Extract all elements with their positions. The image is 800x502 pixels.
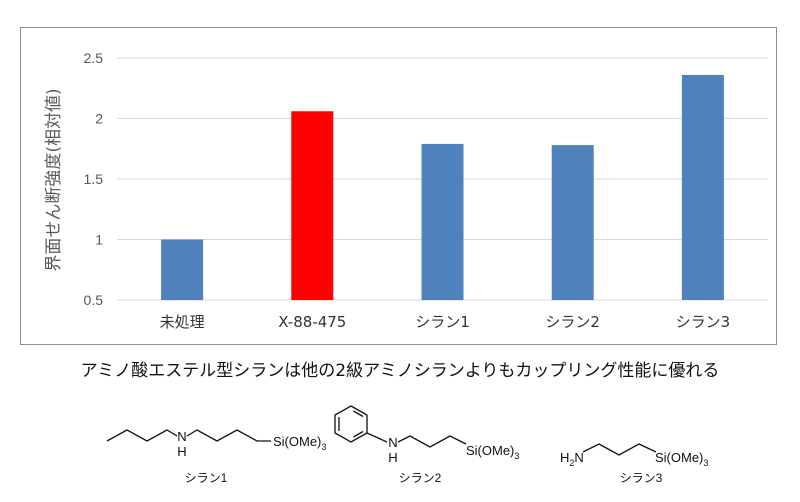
structure-silane2-amine: N (388, 435, 397, 450)
structure-silane3 (582, 443, 657, 456)
bar (291, 111, 334, 301)
structure-silane3-si: Si(OMe)3 (655, 450, 708, 468)
structure-silane1-si: Si(OMe)3 (273, 434, 326, 452)
structure-silane1-amine: N (177, 429, 186, 444)
structure-silane2-amine-h: H (388, 450, 397, 465)
structure-silane1-amine-h: H (177, 444, 186, 459)
bar (421, 143, 464, 300)
x-tick-label: シラン1 (415, 313, 470, 331)
bar-chart: 0.5 1 1.5 2 2.5 界面せん断強度(相対値) 未処理 X-88-475 シラン1 シラ… (44, 50, 768, 331)
structure-silane2 (334, 405, 467, 448)
x-tick-label: 未処理 (160, 313, 205, 331)
bar (681, 74, 724, 300)
y-tick-label: 0.5 (84, 292, 104, 308)
y-tick-label: 1.5 (84, 171, 104, 187)
structure-silane1 (106, 429, 271, 442)
y-axis-label: 界面せん断強度(相対値) (44, 88, 64, 271)
structure-silane1-label: シラン1 (185, 471, 228, 485)
structure-silane2-label: シラン2 (399, 471, 442, 485)
caption: アミノ酸エステル型シランは他の2級アミノシランよりもカップリング性能に優れる (80, 361, 720, 381)
structure-silane3-amine: H2N (560, 450, 584, 468)
bar (161, 239, 204, 300)
y-tick-label: 2 (95, 111, 103, 127)
y-tick-label: 2.5 (84, 50, 104, 66)
chart-frame (20, 27, 777, 345)
x-tick-label: シラン2 (545, 313, 600, 331)
bar (551, 145, 594, 300)
y-tick-label: 1 (95, 232, 103, 248)
structure-silane2-si: Si(OMe)3 (466, 443, 519, 461)
x-tick-label: X-88-475 (278, 313, 346, 331)
chemical-structures: N H Si(OMe)3 シラン1 N H Si(OMe)3 シラン2 H2N … (106, 405, 708, 485)
structure-silane3-label: シラン3 (620, 471, 663, 485)
x-tick-label: シラン3 (676, 313, 731, 331)
